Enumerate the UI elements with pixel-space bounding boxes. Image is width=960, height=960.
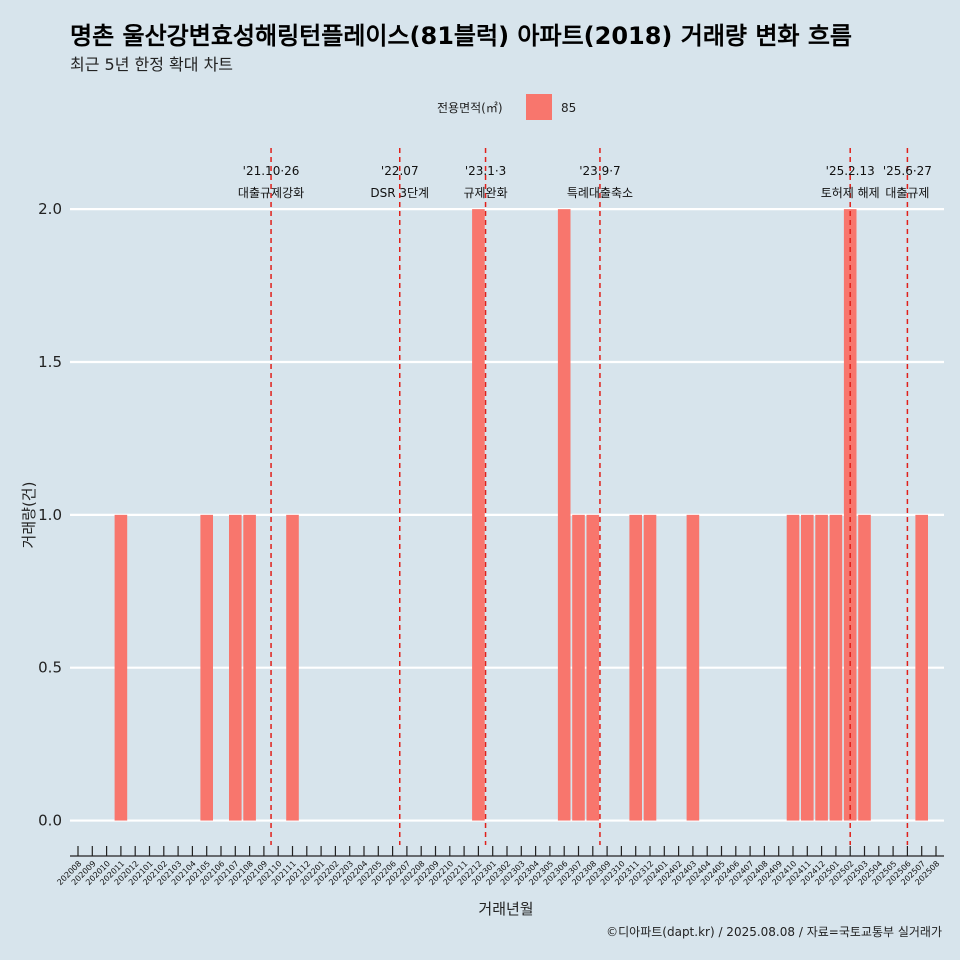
x-axis-label: 거래년월 (478, 900, 533, 918)
bar (557, 209, 571, 821)
bar (858, 514, 871, 821)
bar (114, 514, 128, 821)
annotation-date: '23.9·7 (579, 164, 620, 178)
bar (629, 514, 642, 821)
y-axis-label: 거래량(건) (20, 482, 38, 549)
legend-swatch-85 (526, 94, 552, 120)
bar (801, 514, 814, 821)
x-axis: 2020082020092020102020112020122021012021… (55, 846, 944, 887)
bar (829, 514, 843, 821)
y-tick-label: 2.0 (38, 200, 62, 218)
y-tick-label: 1.5 (38, 353, 62, 371)
y-tick-label: 1.0 (38, 506, 62, 524)
bar (586, 514, 600, 821)
bar (229, 514, 242, 821)
bars (114, 209, 928, 821)
bar (815, 514, 828, 821)
annotation-label: 대출규제 (885, 186, 929, 200)
bar (686, 514, 700, 821)
bar (243, 514, 256, 821)
bar (915, 514, 928, 821)
bar (572, 514, 585, 821)
annotation-label: 규제완화 (463, 186, 507, 200)
annotation-date: '25.6·27 (883, 164, 932, 178)
bar (843, 209, 857, 821)
legend-title: 전용면적(㎡) (437, 101, 503, 115)
bar (786, 514, 800, 821)
annotation-label: 특례대출축소 (567, 186, 633, 200)
legend-label-85: 85 (561, 101, 576, 115)
y-tick-label: 0.0 (38, 812, 62, 830)
annotation-date: '23.1·3 (465, 164, 506, 178)
y-tick-label: 0.5 (38, 659, 62, 677)
chart-subtitle: 최근 5년 한정 확대 차트 (70, 55, 233, 74)
annotation-date: '21.10·26 (243, 164, 300, 178)
y-axis: 0.0 0.5 1.0 1.5 2.0 (38, 200, 62, 829)
caption: ©디아파트(dapt.kr) / 2025.08.08 / 자료=국토교통부 실… (606, 925, 942, 939)
legend: 전용면적(㎡) 85 (437, 94, 576, 120)
annotation-date: '22.07 (381, 164, 419, 178)
policy-lines: '21.10·26 대출규제강화 '22.07 DSR 3단계 '23.1·3 규제완화 '… (238, 148, 932, 845)
bar (643, 514, 657, 821)
annotation-label: 대출규제강화 (238, 186, 304, 200)
annotation-date: '25.2.13 (826, 164, 875, 178)
chart-title: 명촌 울산강변효성해링턴플레이스(81블럭) 아파트(2018) 거래량 변화 … (70, 22, 852, 50)
annotation-label: 토허제 해제 (821, 186, 880, 200)
bar (286, 514, 299, 821)
bar (472, 209, 485, 821)
bar (200, 514, 213, 821)
annotation-label: DSR 3단계 (370, 186, 429, 200)
